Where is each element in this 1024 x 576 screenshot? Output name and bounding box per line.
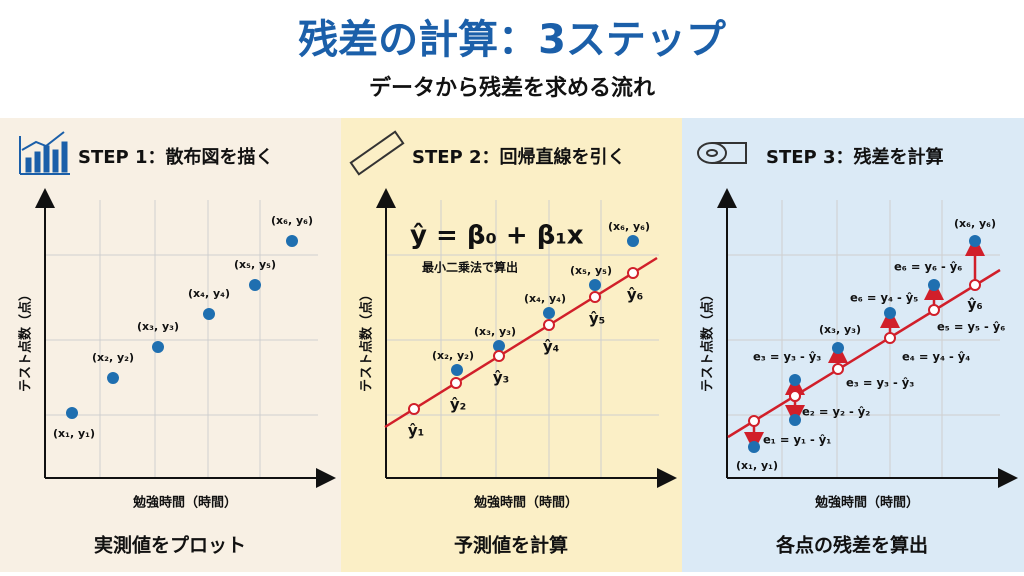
label: 勉強時間（時間） xyxy=(132,495,237,511)
panel-bg xyxy=(682,118,1024,572)
data-point xyxy=(969,235,981,247)
label: STEP 3：残差を計算 xyxy=(766,146,944,168)
label: (x₃, y₃) xyxy=(474,325,516,338)
data-point xyxy=(286,235,298,247)
label: テスト点数（点） xyxy=(359,288,375,392)
label: 実測値をプロット xyxy=(94,534,246,557)
label: 各点の残差を算出 xyxy=(775,534,928,557)
data-point xyxy=(543,307,555,319)
label: (x₅, y₅) xyxy=(234,258,276,271)
label: (x₆, y₆) xyxy=(608,220,650,233)
label: STEP 2：回帰直線を引く xyxy=(412,146,626,168)
regression-line xyxy=(727,268,1001,439)
label: ŷ₆ xyxy=(967,297,982,313)
title: 残差の計算：3ステップ xyxy=(298,17,726,63)
label: 最小二乗法で算出 xyxy=(422,260,518,275)
label: (x₄, y₄) xyxy=(188,287,230,300)
label: e₃ = y₃ - ŷ₃ xyxy=(846,376,914,390)
data-point xyxy=(66,407,78,419)
predicted-point xyxy=(832,363,844,375)
label: テスト点数（点） xyxy=(700,288,716,392)
label: e₂ = y₂ - ŷ₂ xyxy=(802,405,870,419)
data-point xyxy=(107,372,119,384)
data-point xyxy=(789,414,801,426)
label: (x₅, y₅) xyxy=(570,264,612,277)
label: ŷ₆ xyxy=(627,286,643,304)
panel-bg xyxy=(0,118,341,572)
predicted-point xyxy=(627,267,639,279)
predicted-point xyxy=(408,403,420,415)
regression-line xyxy=(384,256,658,429)
label: ŷ₃ xyxy=(493,369,509,387)
label: (x₄, y₄) xyxy=(524,292,566,305)
label: (x₁, y₁) xyxy=(736,459,778,472)
ruler-icon xyxy=(349,130,405,176)
label: e₁ = y₁ - ŷ₁ xyxy=(763,433,831,447)
label: (x₃, y₃) xyxy=(819,323,861,336)
predicted-point xyxy=(748,415,760,427)
data-point xyxy=(152,341,164,353)
label: 勉強時間（時間） xyxy=(814,495,919,511)
label: e₆ = y₄ - ŷ₅ xyxy=(850,291,918,305)
label: (x₆, y₆) xyxy=(954,217,996,230)
label: (x₂, y₂) xyxy=(92,351,134,364)
panel-bg xyxy=(341,118,682,572)
data-point xyxy=(451,364,463,376)
label: e₃ = y₃ - ŷ₃ xyxy=(753,350,821,364)
label: e₆ = y₆ - ŷ₆ xyxy=(894,260,962,274)
predicted-point xyxy=(969,279,981,291)
predicted-point xyxy=(789,390,801,402)
data-point xyxy=(928,279,940,291)
label: ŷ₅ xyxy=(589,310,605,328)
label: ŷ₂ xyxy=(450,396,466,414)
label: e₄ = y₄ - ŷ₄ xyxy=(902,350,970,364)
predicted-point xyxy=(884,332,896,344)
predicted-point xyxy=(543,319,555,331)
data-point xyxy=(627,235,639,247)
label: テスト点数（点） xyxy=(18,288,34,392)
data-point xyxy=(884,307,896,319)
data-point xyxy=(203,308,215,320)
predicted-point xyxy=(450,377,462,389)
tape-icon xyxy=(697,142,747,164)
data-point xyxy=(493,340,505,352)
predicted-point xyxy=(493,350,505,362)
label: (x₂, y₂) xyxy=(432,349,474,362)
label: ŷ₄ xyxy=(543,338,559,356)
data-point xyxy=(249,279,261,291)
label: (x₁, y₁) xyxy=(53,427,95,440)
label: ŷ = β₀ + β₁x xyxy=(410,221,584,251)
predicted-point xyxy=(928,304,940,316)
label: ŷ₁ xyxy=(408,422,424,440)
data-point xyxy=(832,342,844,354)
data-point xyxy=(748,441,760,453)
label: (x₃, y₃) xyxy=(137,320,179,333)
label: e₅ = y₅ - ŷ₆ xyxy=(937,320,1005,334)
predicted-point xyxy=(589,291,601,303)
data-point xyxy=(789,374,801,386)
data-point xyxy=(589,279,601,291)
label: (x₆, y₆) xyxy=(271,214,313,227)
label: 勉強時間（時間） xyxy=(473,495,578,511)
subtitle: データから残差を求める流れ xyxy=(369,75,655,101)
label: STEP 1：散布図を描く xyxy=(78,146,274,168)
label: 予測値を計算 xyxy=(454,534,568,557)
chart-icon xyxy=(19,131,70,175)
